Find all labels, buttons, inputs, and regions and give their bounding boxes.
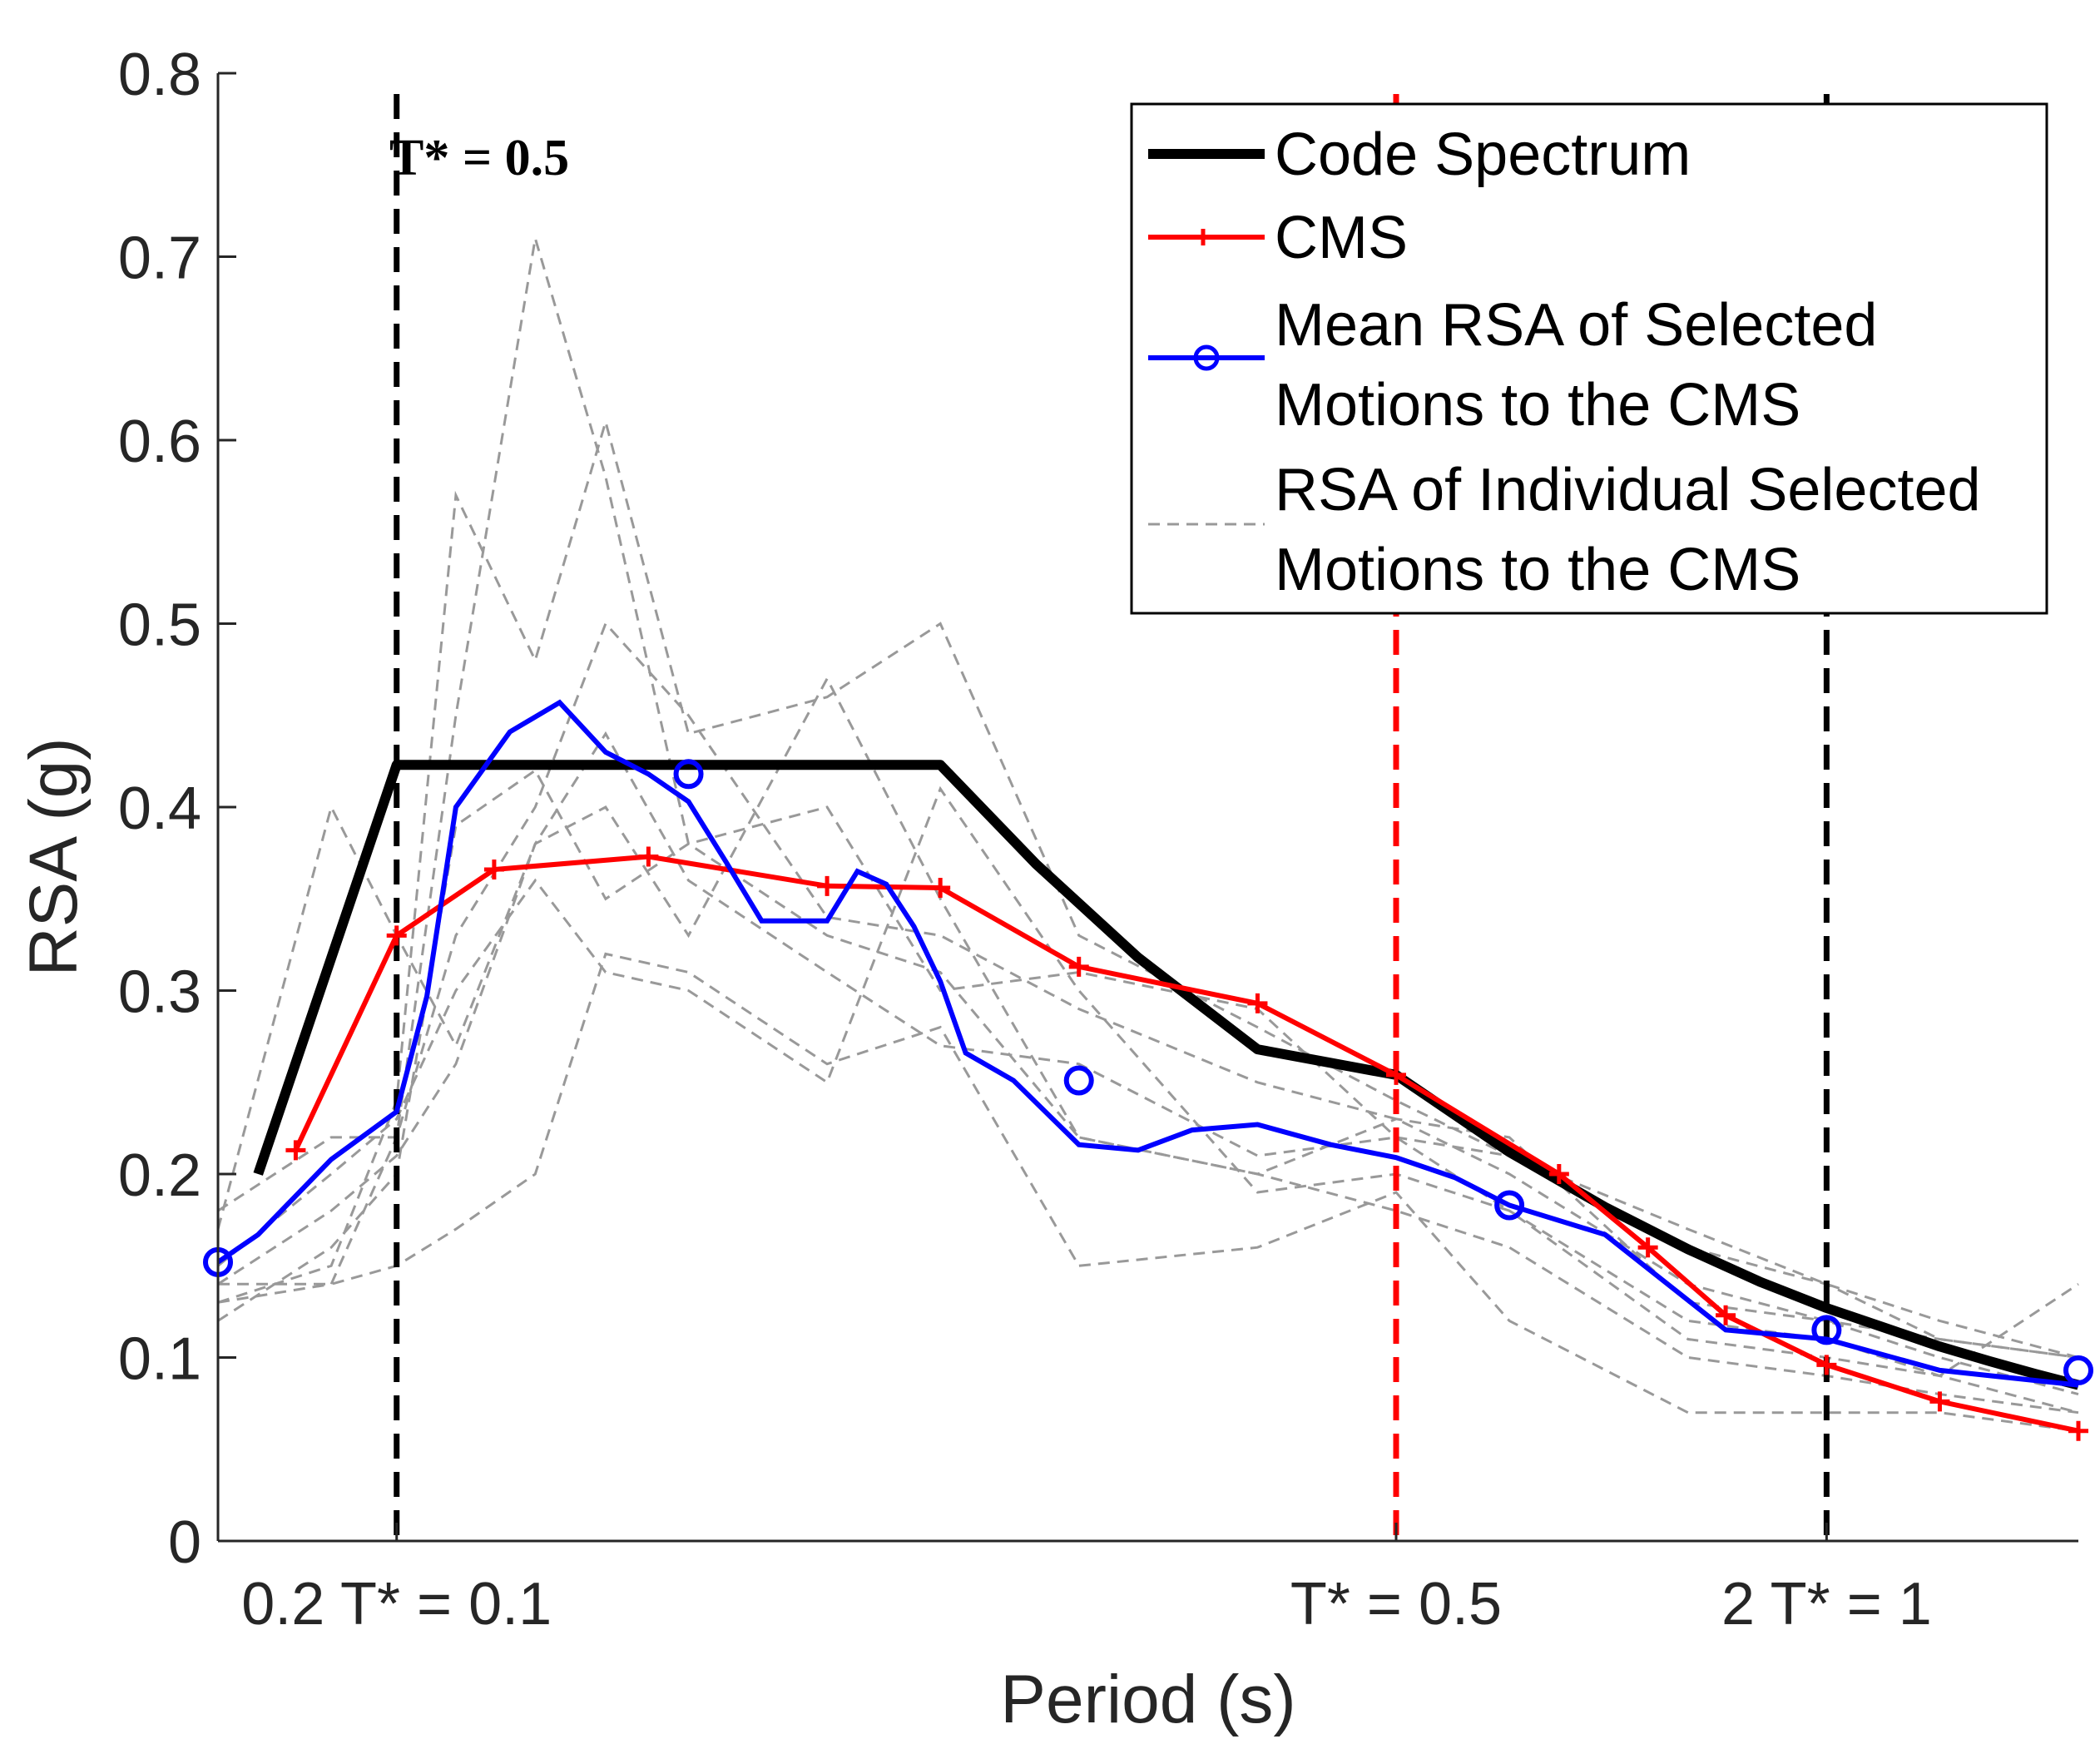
cms-marker-3 xyxy=(483,859,504,879)
axes-group: 0 0.1 0.2 0.3 0.4 0.5 0.6 0.7 0.8 0.2 T* = 0.1 T* … xyxy=(118,42,2078,1637)
legend-individual: RSA of Individual Selected Motions to the… xyxy=(1275,457,1981,603)
cms-marker-10 xyxy=(1548,1164,1569,1184)
cms-marker-1 xyxy=(285,1140,306,1161)
legend: Code Spectrum CMS Mean RSA of Selected Mo… xyxy=(1130,102,2048,615)
cms-marker-6 xyxy=(930,878,951,899)
y-tick-label-4: 0.4 xyxy=(118,775,201,842)
individual-motion-line-8 xyxy=(217,731,2079,1415)
y-tick-label-2: 0.2 xyxy=(118,1142,201,1209)
x-axis-label: Period (s) xyxy=(1000,1662,1295,1737)
legend-mean-rsa-circle-marker xyxy=(1193,344,1220,371)
x-tick-label-2: 2 T* = 1 xyxy=(1721,1571,1932,1637)
legend-box xyxy=(1130,102,2048,615)
mean-rsa-line xyxy=(216,699,2079,1388)
mean-rsa-marker-2 xyxy=(673,759,704,790)
individual-motion-line-3 xyxy=(216,676,2079,1359)
y-axis-label: RSA (g) xyxy=(16,737,92,976)
cms-marker-15 xyxy=(2068,1420,2088,1441)
individual-motion-line-1 xyxy=(217,238,2079,1415)
cms-marker-12 xyxy=(1716,1305,1736,1325)
t-star-annotation: T* = 0.5 xyxy=(389,130,569,186)
individual-motion-line-2 xyxy=(217,417,2079,1359)
x-tick-label-1: T* = 0.5 xyxy=(1290,1571,1502,1637)
legend-cms-plus-marker xyxy=(1195,229,1211,245)
cms-marker-8 xyxy=(1247,993,1268,1013)
cms-marker-4 xyxy=(638,846,659,867)
x-tick-label-0: 0.2 T* = 0.1 xyxy=(241,1571,552,1637)
y-tick-label-3: 0.3 xyxy=(118,959,201,1026)
legend-code-spectrum: Code Spectrum xyxy=(1275,121,1691,188)
cms-marker-11 xyxy=(1637,1237,1658,1258)
y-tick-label-5: 0.5 xyxy=(118,592,201,659)
y-tick-label-1: 0.1 xyxy=(118,1326,201,1393)
mean-rsa-marker-3 xyxy=(1063,1065,1094,1096)
code-spectrum-line xyxy=(253,760,2080,1390)
mean-rsa-marker-4 xyxy=(1494,1190,1525,1221)
y-tick-label-6: 0.6 xyxy=(118,409,201,475)
legend-mean-rsa: Mean RSA of Selected Motions to the CMS xyxy=(1275,292,1877,438)
series-group xyxy=(203,699,2093,1441)
y-tick-label-7: 0.7 xyxy=(118,225,201,292)
cms-marker-7 xyxy=(1068,956,1089,977)
cms-marker-2 xyxy=(386,925,407,946)
mean-rsa-marker-5 xyxy=(1811,1315,1842,1345)
cms-marker-5 xyxy=(817,875,838,896)
y-tick-label-8: 0.8 xyxy=(118,42,201,108)
mean-rsa-marker-6 xyxy=(2063,1355,2093,1385)
legend-cms: CMS xyxy=(1275,205,1408,271)
cms-marker-13 xyxy=(1816,1355,1837,1375)
individual-motion-line-6 xyxy=(217,785,2079,1378)
cms-marker-9 xyxy=(1386,1064,1406,1085)
cms-marker-14 xyxy=(1929,1391,1950,1412)
y-tick-label-0: 0 xyxy=(168,1509,201,1576)
individual-motion-line-4 xyxy=(218,952,2079,1433)
